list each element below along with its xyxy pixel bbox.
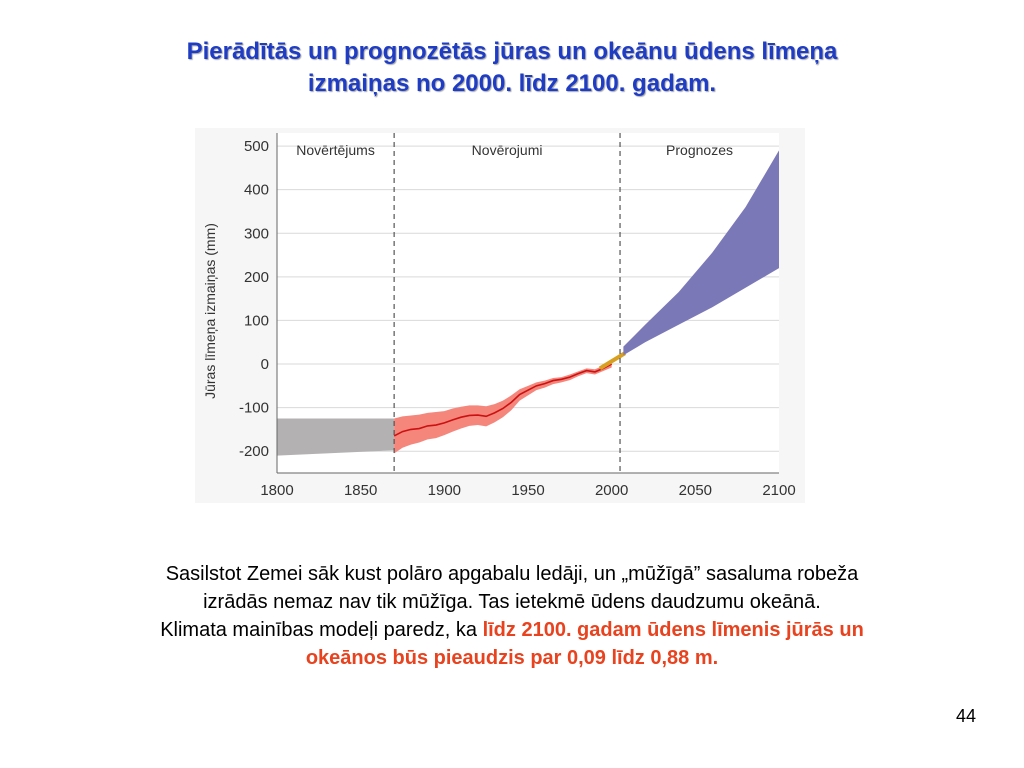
y-tick-label: 300: [244, 225, 269, 242]
period-label: Novērtējums: [296, 142, 375, 158]
body-line-4-highlight: okeānos būs pieaudzis par 0,09 līdz 0,88…: [305, 647, 719, 669]
period-label: Prognozes: [666, 142, 733, 158]
observed-band: [394, 360, 612, 454]
x-tick-label: 1950: [511, 482, 544, 499]
y-tick-label: 100: [244, 312, 269, 329]
x-tick-label: 2100: [762, 482, 795, 499]
x-tick-label: 1800: [260, 482, 293, 499]
y-tick-label: 400: [244, 182, 269, 199]
y-tick-label: 200: [244, 269, 269, 286]
slide-title: Pierādītās un prognozētās jūras un okeān…: [0, 36, 1024, 100]
y-tick-label: 500: [244, 138, 269, 155]
body-line-1: Sasilstot Zemei sāk kust polāro apgabalu…: [165, 563, 859, 585]
body-line-3-plain: Klimata mainības modeļi paredz, ka: [160, 619, 483, 641]
page-number: 44: [955, 706, 976, 726]
body-line-3-highlight: līdz 2100. gadam ūdens līmenis jūrās un: [482, 619, 864, 641]
body-line-3: Klimata mainības modeļi paredz, ka līdz …: [40, 616, 984, 644]
observed-line: [393, 363, 613, 437]
x-tick-label: 2050: [679, 482, 712, 499]
y-tick-label: -200: [239, 443, 269, 460]
sea-level-chart: -200 -100 0 100 200 300 400 500 1800 1850 1900 1950…: [195, 128, 805, 503]
satellite-segment: [598, 351, 627, 371]
y-axis-label: Jūras līmeņa izmaiņas (mm): [202, 223, 218, 399]
slide-title-line-2: izmaiņas no 2000. līdz 2100. gadam.: [307, 70, 717, 97]
x-tick-label: 1850: [344, 482, 377, 499]
body-text: Sasilstot Zemei sāk kust polāro apgabalu…: [40, 560, 984, 672]
y-tick-label: -100: [239, 400, 269, 417]
body-line-2: izrādās nemaz nav tik mūžīga. Tas ietekm…: [203, 591, 821, 613]
slide-title-line-1: Pierādītās un prognozētās jūras un okeān…: [186, 38, 838, 65]
y-tick-label: 0: [261, 356, 269, 373]
x-tick-label: 1900: [428, 482, 461, 499]
period-label: Novērojumi: [472, 142, 543, 158]
estimate-band: [277, 418, 395, 456]
projection-band: [623, 150, 779, 356]
x-tick-label: 2000: [595, 482, 628, 499]
